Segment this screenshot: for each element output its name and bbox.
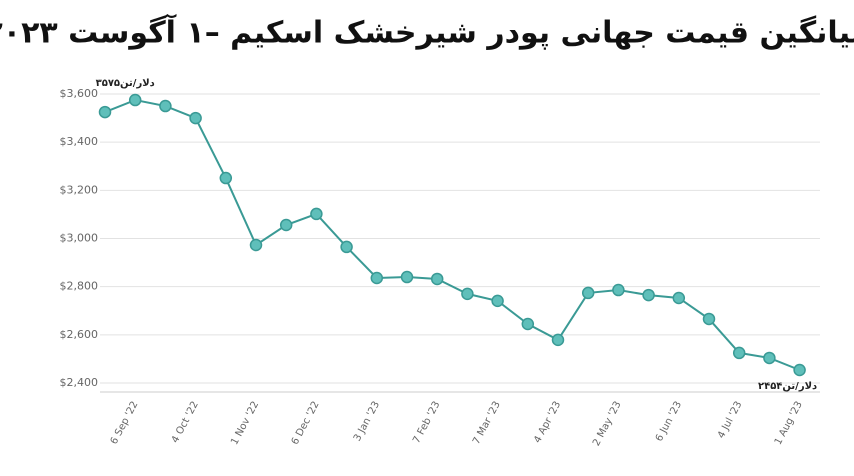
y-tick-label: $3,000: [60, 232, 99, 245]
marker: [672, 291, 686, 305]
y-tick-label: $2,600: [60, 328, 99, 341]
marker: [551, 333, 565, 347]
marker: [340, 240, 353, 254]
y-tick-label: $3,400: [60, 135, 99, 148]
marker: [702, 312, 716, 326]
chart-title: میانگین قیمت جهانی پودر شیرخشک اسکیم –۱ …: [0, 14, 854, 51]
marker: [642, 288, 655, 302]
marker: [128, 93, 142, 107]
annotation: ۲۴۵۴دلار/تن: [758, 381, 817, 392]
marker: [461, 287, 474, 301]
marker: [159, 99, 172, 113]
marker: [370, 271, 384, 285]
marker: [279, 218, 293, 232]
marker: [793, 363, 806, 377]
marker: [491, 294, 504, 308]
marker: [732, 346, 746, 360]
annotation: ۳۵۷۵دلار/تن: [96, 78, 155, 89]
marker: [400, 270, 414, 284]
marker: [310, 207, 323, 221]
y-tick-label: $3,600: [60, 87, 99, 100]
y-tick-label: $2,800: [60, 280, 99, 293]
marker: [612, 283, 625, 297]
marker: [98, 105, 112, 119]
marker: [581, 286, 595, 300]
y-tick-label: $2,400: [60, 376, 99, 389]
marker: [219, 171, 233, 185]
marker: [763, 351, 776, 365]
marker: [430, 272, 444, 286]
marker: [249, 238, 263, 252]
marker: [189, 111, 202, 125]
y-tick-label: $3,200: [60, 183, 99, 196]
marker: [521, 317, 535, 331]
